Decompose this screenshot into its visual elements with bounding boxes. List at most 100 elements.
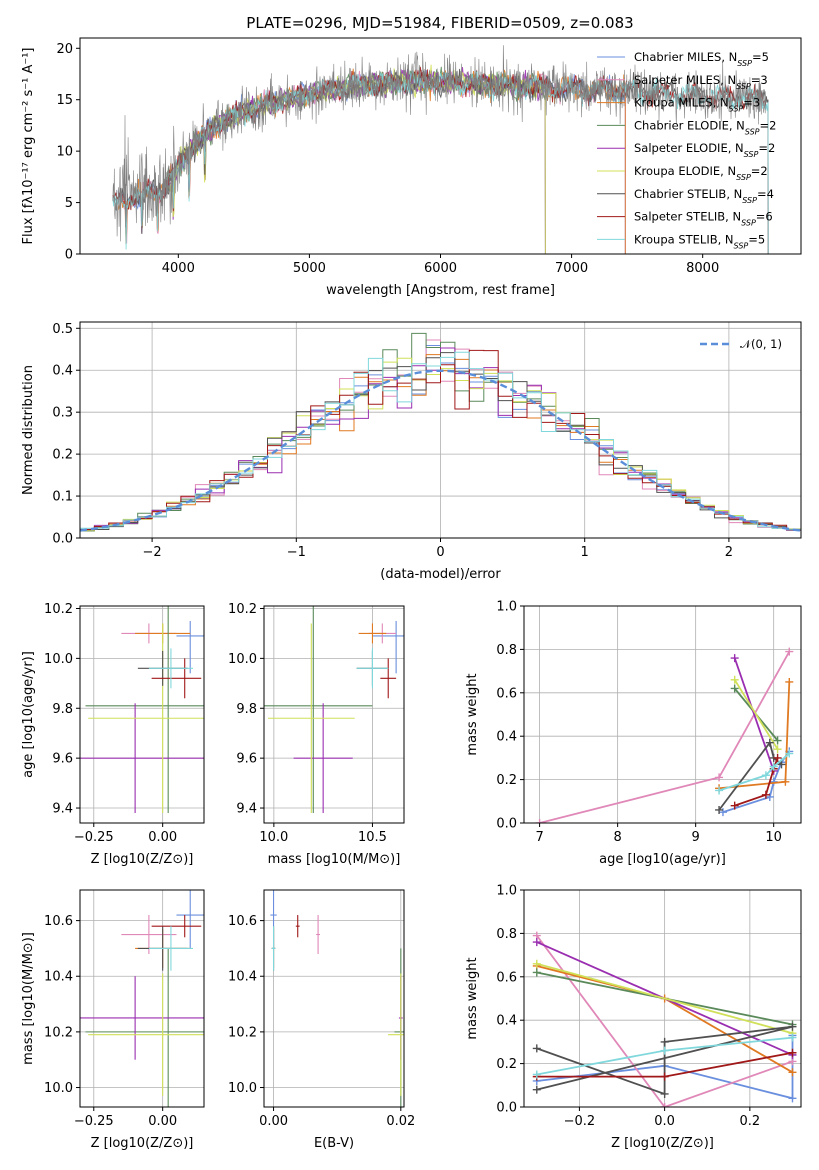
x-tick-label: 0 bbox=[436, 545, 444, 560]
y-tick-label: 10.0 bbox=[228, 652, 257, 667]
mass-weight-marker bbox=[788, 1068, 797, 1077]
legend-subscript: SSP bbox=[734, 241, 749, 250]
axes-frame bbox=[263, 605, 405, 824]
mass-weight-marker bbox=[532, 1070, 541, 1079]
x-tick-label: 9 bbox=[692, 830, 700, 845]
legend-label: 𝒩(0, 1) bbox=[740, 337, 782, 351]
y-tick-label: 0.0 bbox=[496, 1101, 517, 1116]
x-tick-label: 10 bbox=[765, 830, 782, 845]
y-axis-label: Normed distribution bbox=[21, 365, 36, 495]
x-axis-label: age [log10(age/yr)] bbox=[599, 852, 726, 867]
mass-weight-marker bbox=[788, 1048, 797, 1057]
y-tick-label: 0.4 bbox=[496, 730, 517, 745]
legend-subscript: SSP bbox=[742, 195, 757, 204]
x-axis-label: wavelength [Angstrom, rest frame] bbox=[326, 283, 555, 298]
panel-massweight_vs_age: 7 8 9 10 0.0 0.2 0.4 0.6 0.8 1.0 age [log10(age/yr… bbox=[465, 600, 802, 867]
y-tick-label: 0.5 bbox=[52, 322, 73, 337]
mass-weight-marker bbox=[765, 738, 774, 747]
observed-spectrum bbox=[112, 45, 766, 242]
mass-weight-marker bbox=[532, 959, 541, 968]
x-tick-label: 0.02 bbox=[386, 1114, 415, 1129]
x-tick-label: 8 bbox=[613, 830, 621, 845]
panel-age_vs_mass: 10.0 10.5 9.4 9.6 9.8 10.0 10.2 mass [log10(M/M… bbox=[228, 602, 405, 867]
panel-mass_vs_Z: −0.25 0.00 10.0 10.2 10.4 10.6 Z [log10(Z/Z⊙)]… bbox=[21, 889, 205, 1151]
axes-frame bbox=[263, 889, 405, 1108]
axes-frame bbox=[79, 889, 205, 1108]
y-tick-label: 0.2 bbox=[52, 448, 73, 463]
y-tick-label: 10.6 bbox=[44, 914, 73, 929]
y-tick-label: 15 bbox=[56, 93, 73, 108]
x-axis-label: Z [log10(Z/Z⊙)] bbox=[91, 852, 194, 867]
y-tick-label: 0.1 bbox=[52, 490, 73, 505]
y-tick-label: 0.3 bbox=[52, 406, 73, 421]
y-tick-label: 0.8 bbox=[496, 927, 517, 942]
x-tick-label: 5000 bbox=[293, 261, 326, 276]
mass-weight-marker bbox=[730, 801, 739, 810]
legend-value: =2 bbox=[760, 118, 777, 132]
mass-weight-marker bbox=[715, 805, 724, 814]
mass-weight-marker bbox=[532, 1044, 541, 1053]
x-tick-label: 7 bbox=[535, 830, 543, 845]
axes-frame bbox=[523, 889, 802, 1108]
panel-mass_vs_ebv: 0.00 0.02 10.0 10.2 10.4 10.6 E(B-V) bbox=[228, 889, 415, 1151]
y-tick-label: 0.0 bbox=[52, 532, 73, 547]
legend-subscript: SSP bbox=[736, 173, 751, 182]
mass-weight-marker bbox=[715, 773, 724, 782]
y-tick-label: 10.2 bbox=[44, 602, 73, 617]
legend-value: =5 bbox=[748, 232, 765, 246]
legend-label: Kroupa ELODIE, NSSP=2 bbox=[634, 164, 768, 182]
mass-weight-marker bbox=[769, 762, 778, 771]
y-tick-label: 0.6 bbox=[496, 686, 517, 701]
y-tick-label: 9.8 bbox=[52, 702, 73, 717]
panel-content-age_vs_mass bbox=[264, 606, 404, 814]
panel-content-residuals bbox=[80, 332, 801, 532]
x-tick-label: −1 bbox=[287, 545, 306, 560]
x-tick-label: −2 bbox=[143, 545, 162, 560]
y-tick-label: 0.2 bbox=[496, 773, 517, 788]
y-tick-label: 10.6 bbox=[228, 914, 257, 929]
x-axis-label: Z [log10(Z/Z⊙)] bbox=[611, 1136, 714, 1151]
mass-weight-marker bbox=[785, 749, 794, 758]
legend-value: =2 bbox=[758, 141, 775, 155]
mass-weight-marker bbox=[730, 684, 739, 693]
mass-weight-marker bbox=[532, 1085, 541, 1094]
y-tick-label: 9.8 bbox=[236, 702, 257, 717]
x-axis-label: mass [log10(M/M⊙)] bbox=[268, 852, 401, 867]
y-tick-label: 5 bbox=[65, 196, 73, 211]
legend-subscript: SSP bbox=[729, 104, 744, 113]
mass-weight-marker bbox=[773, 745, 782, 754]
x-tick-label: 10.5 bbox=[358, 830, 387, 845]
mass-weight-line bbox=[539, 651, 791, 823]
mass-weight-marker bbox=[769, 777, 778, 786]
y-tick-label: 9.6 bbox=[236, 752, 257, 767]
y-tick-label: 10.2 bbox=[228, 1025, 257, 1040]
mass-weight-marker bbox=[773, 736, 782, 745]
residual-histogram bbox=[80, 352, 801, 531]
legend-subscript: SSP bbox=[741, 218, 756, 227]
legend-label: Kroupa STELIB, NSSP=5 bbox=[634, 232, 765, 250]
y-tick-label: 10 bbox=[56, 145, 73, 160]
legend-value: =3 bbox=[743, 96, 760, 110]
y-tick-label: 0.0 bbox=[496, 817, 517, 832]
x-tick-label: 4000 bbox=[162, 261, 195, 276]
x-tick-label: 0.00 bbox=[259, 1114, 288, 1129]
panel-content-spectrum bbox=[112, 45, 769, 254]
legend-subscript: SSP bbox=[736, 81, 751, 90]
mass-weight-marker bbox=[788, 1022, 797, 1031]
x-tick-label: −0.25 bbox=[74, 830, 114, 845]
axes-frame bbox=[523, 605, 802, 824]
mass-weight-marker bbox=[535, 819, 544, 823]
panel-spectrum: 4000 5000 6000 7000 8000 0 5 10 15 20 wavelength [… bbox=[21, 37, 802, 298]
x-tick-label: 8000 bbox=[686, 261, 719, 276]
x-axis-label: (data-model)/error bbox=[380, 567, 501, 582]
x-tick-label: 7000 bbox=[555, 261, 588, 276]
y-axis-label: mass weight bbox=[465, 673, 480, 755]
legend-value: =4 bbox=[757, 187, 774, 201]
mass-weight-marker bbox=[660, 1072, 669, 1081]
panel-content-massweight_vs_Z bbox=[532, 931, 797, 1107]
model-spectrum-chabrier-miles bbox=[117, 69, 626, 254]
x-axis-label: Z [log10(Z/Z⊙)] bbox=[91, 1136, 194, 1151]
mass-weight-marker bbox=[660, 1089, 669, 1098]
